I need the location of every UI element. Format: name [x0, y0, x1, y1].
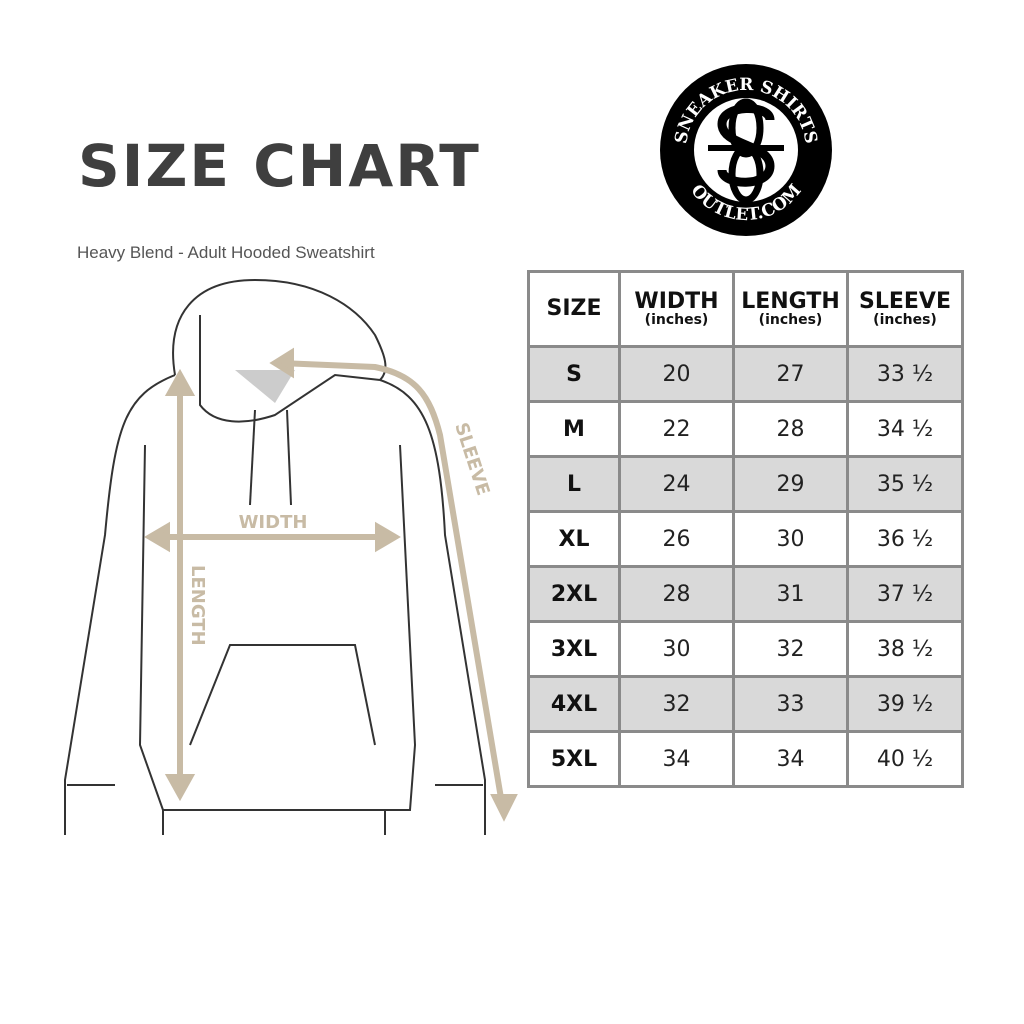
size-cell: S [527, 345, 621, 403]
column-header-unit: (inches) [873, 312, 937, 329]
measurement-cell: 34 [618, 730, 735, 788]
width-label: WIDTH [239, 512, 308, 533]
measurement-cell: 27 [732, 345, 849, 403]
column-header-unit: (inches) [644, 312, 709, 329]
drawstring-left [249, 409, 256, 506]
measurement-cell: 32 [732, 620, 849, 678]
measurement-cell: 37 ½ [846, 565, 964, 623]
waistband [162, 810, 386, 835]
measurement-cell: 28 [618, 565, 735, 623]
column-header-label: SLEEVE [859, 289, 951, 315]
column-header-label: SIZE [546, 296, 602, 322]
column-header-unit: (inches) [758, 312, 823, 329]
measurement-cell: 34 [732, 730, 849, 788]
table-row: M 22 28 34 ½ [527, 400, 964, 458]
column-header-label: LENGTH [741, 289, 840, 315]
column-header-length: LENGTH (inches) [732, 270, 849, 348]
size-cell: L [527, 455, 621, 513]
table-row: S 20 27 33 ½ [527, 345, 964, 403]
measurement-cell: 33 ½ [846, 345, 964, 403]
size-cell: M [527, 400, 621, 458]
measurement-cell: 30 [618, 620, 735, 678]
size-cell: XL [527, 510, 621, 568]
measurement-cell: 28 [732, 400, 849, 458]
measurement-cell: 38 ½ [846, 620, 964, 678]
measurement-cell: 36 ½ [846, 510, 964, 568]
size-cell: 2XL [527, 565, 621, 623]
table-row: 5XL 34 34 40 ½ [527, 730, 964, 788]
size-cell: 5XL [527, 730, 621, 788]
measurement-cell: 22 [618, 400, 735, 458]
page-title: SIZE CHART [78, 132, 481, 200]
table-row: XL 26 30 36 ½ [527, 510, 964, 568]
measurement-cell: 24 [618, 455, 735, 513]
measurement-cell: 30 [732, 510, 849, 568]
body-outline [64, 374, 176, 835]
measurement-cell: 31 [732, 565, 849, 623]
length-label: LENGTH [187, 565, 208, 646]
measurement-cell: 20 [618, 345, 735, 403]
measurement-cell: 32 [618, 675, 735, 733]
column-header-sleeve: SLEEVE (inches) [846, 270, 964, 348]
measurement-cell: 26 [618, 510, 735, 568]
size-cell: 3XL [527, 620, 621, 678]
measurement-cell: 40 ½ [846, 730, 964, 788]
drawstring-right [286, 409, 292, 506]
measurement-cell: 39 ½ [846, 675, 964, 733]
column-header-size: SIZE [527, 270, 621, 348]
column-header-label: WIDTH [634, 289, 719, 315]
table-row: 4XL 32 33 39 ½ [527, 675, 964, 733]
size-table: SIZE WIDTH (inches) LENGTH (inches) SLEEVE (in… [527, 270, 964, 788]
table-row: 3XL 30 32 38 ½ [527, 620, 964, 678]
table-row: L 24 29 35 ½ [527, 455, 964, 513]
measurement-cell: 29 [732, 455, 849, 513]
hood-outline [172, 278, 387, 381]
column-header-width: WIDTH (inches) [618, 270, 735, 348]
pocket-outline [189, 644, 376, 746]
hoodie-diagram: WIDTH LENGTH SLEEVE [64, 278, 518, 835]
size-cell: 4XL [527, 675, 621, 733]
table-row: 2XL 28 31 37 ½ [527, 565, 964, 623]
brand-logo: SNEAKER SHIRTS OUTLET.COM [660, 64, 832, 236]
sleeve-label: SLEEVE [450, 420, 493, 498]
measurement-cell: 34 ½ [846, 400, 964, 458]
measurement-cell: 33 [732, 675, 849, 733]
measurement-cell: 35 ½ [846, 455, 964, 513]
table-header-row: SIZE WIDTH (inches) LENGTH (inches) SLEEVE (in… [527, 270, 964, 348]
product-subtitle: Heavy Blend - Adult Hooded Sweatshirt [77, 243, 375, 262]
